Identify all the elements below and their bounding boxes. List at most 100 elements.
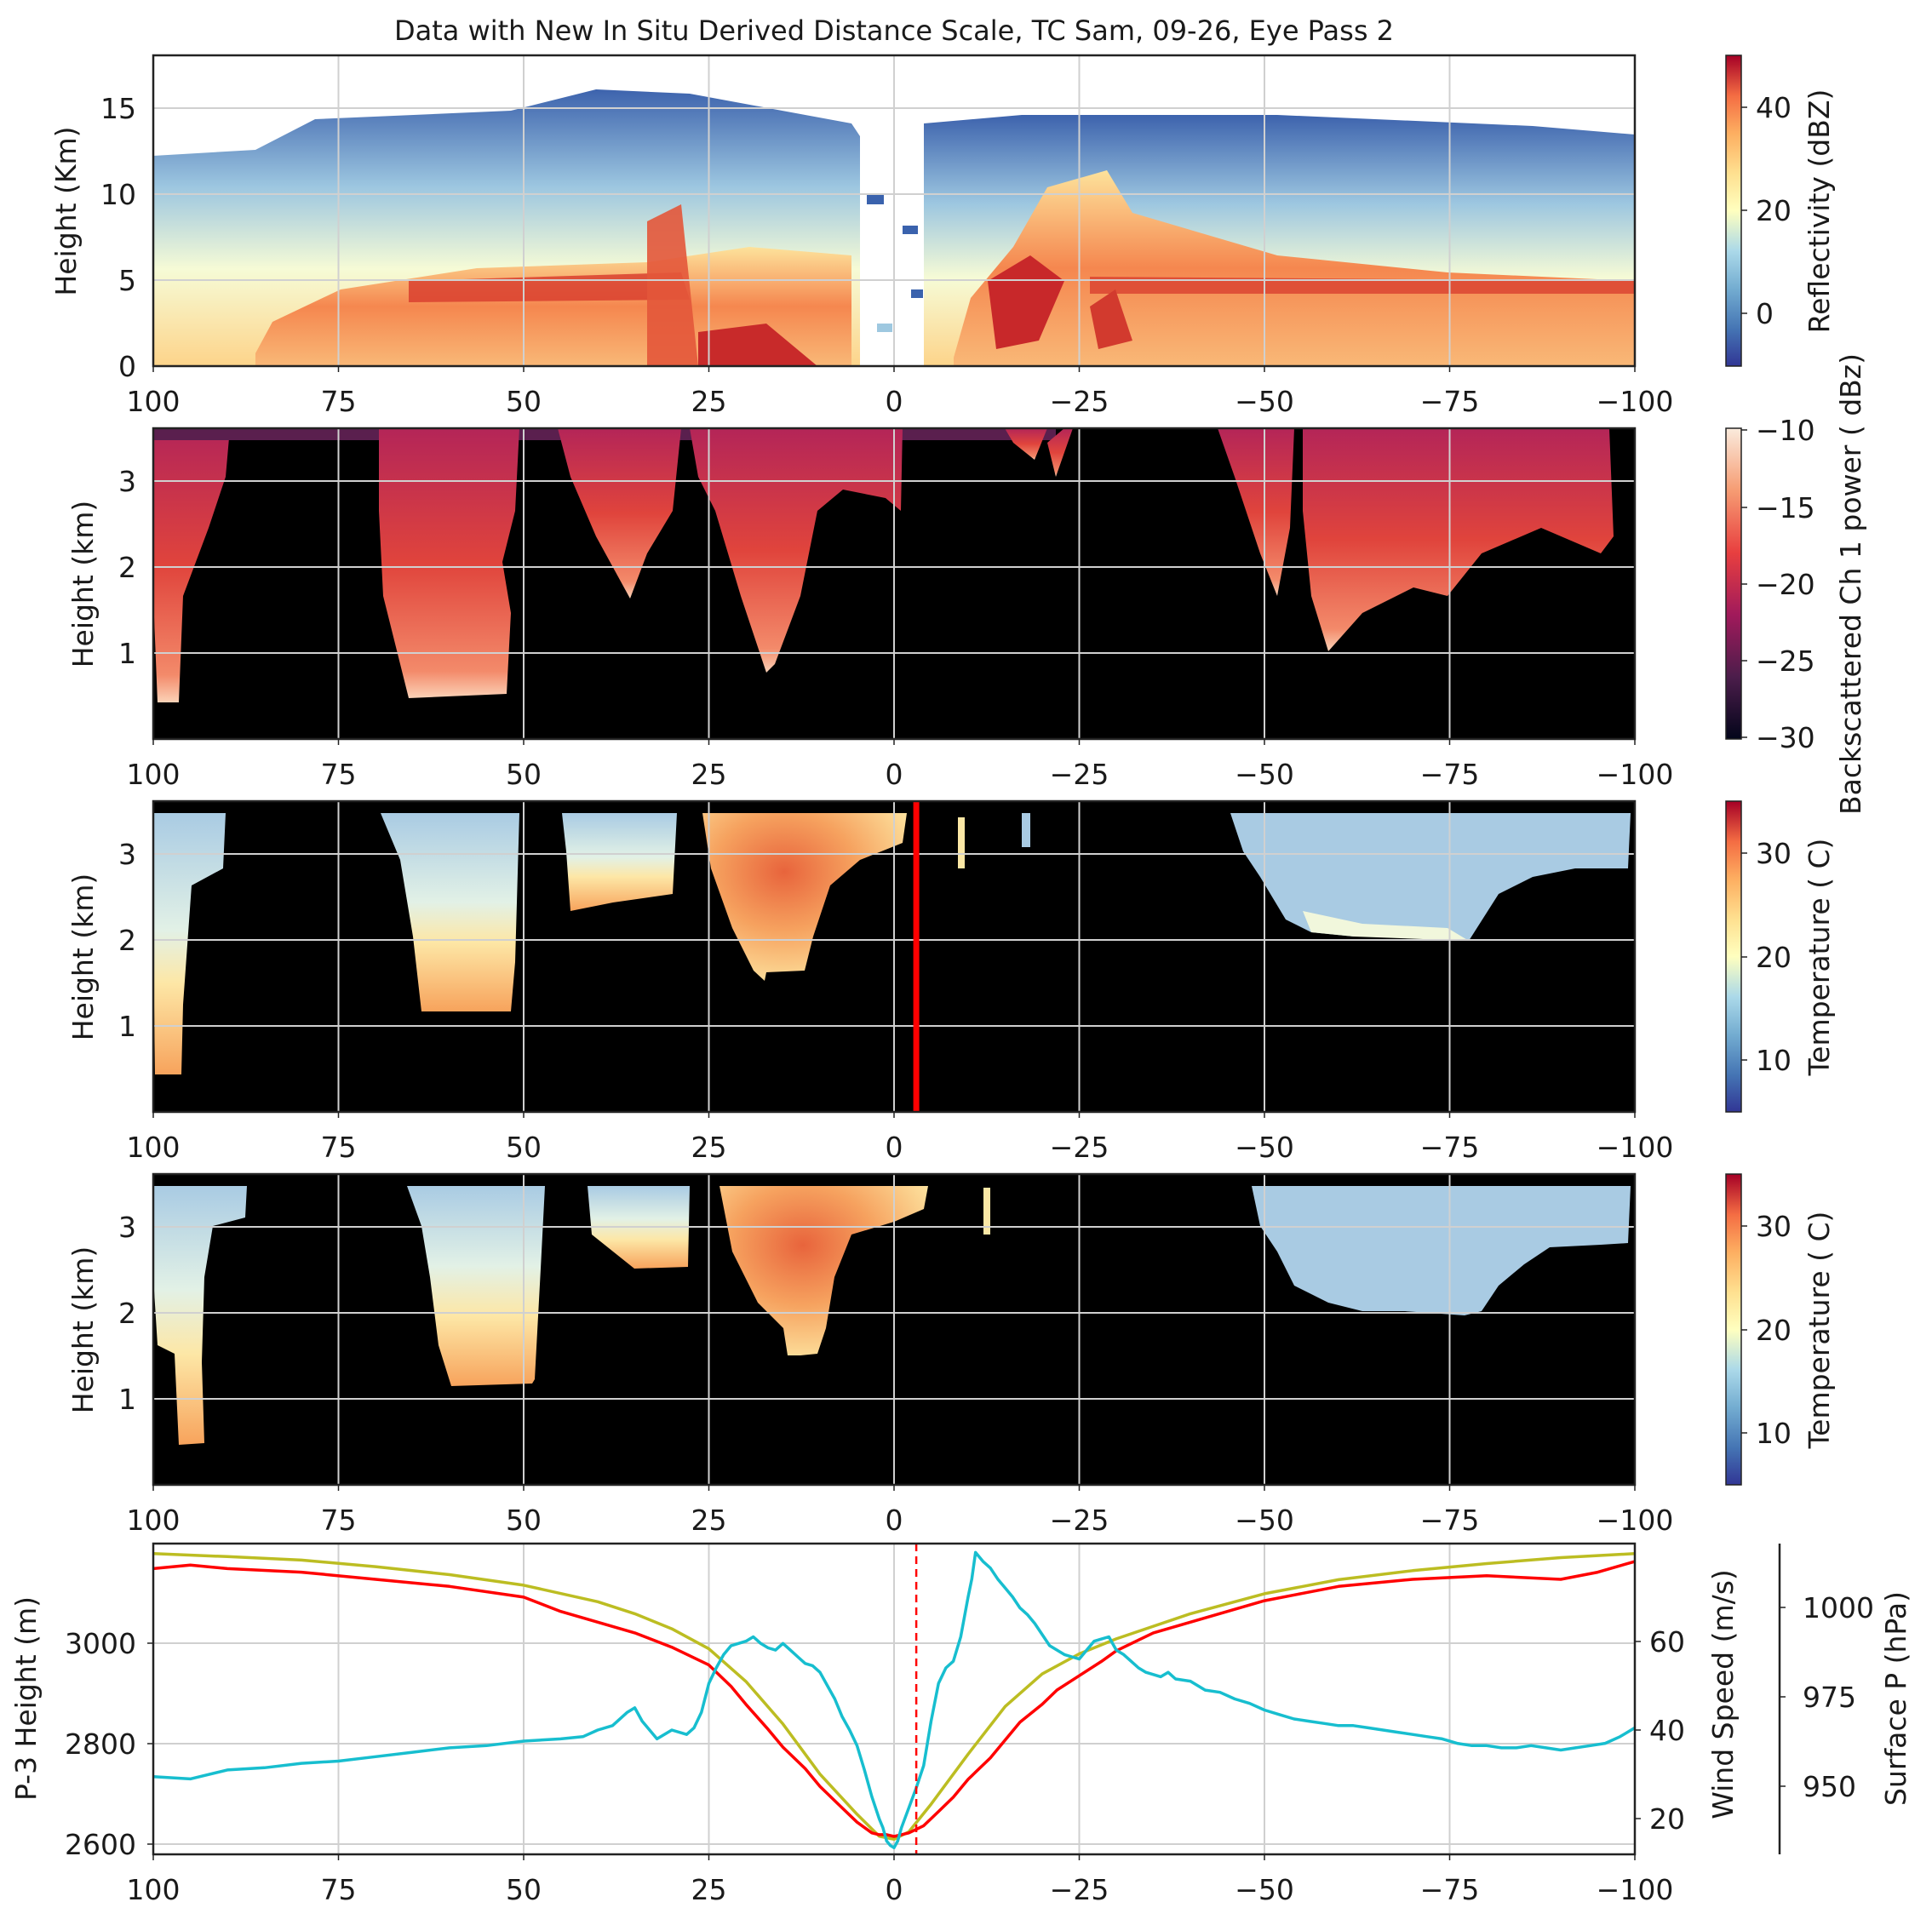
reflectivity-grid [153,55,1635,366]
x-tick-label: −100 [1597,1131,1674,1164]
series-wind-speed [153,1550,1635,1849]
y-tick: 950 [1803,1770,1856,1803]
x-tick-label: −25 [1050,1131,1109,1164]
temperature-image-1 [153,813,1631,1074]
cbar-tick: 10 [1756,1417,1792,1450]
temperature-grid-2 [153,1174,1635,1485]
cbar-tick: 40 [1756,91,1792,124]
x-tick-label: 0 [886,385,903,418]
y-tick: 2 [118,1297,136,1330]
panel-flight-level: 2600 2800 3000 P-3 Height (m) 20 40 60 W… [9,1542,1912,1906]
x-tick-label: 75 [321,1131,357,1164]
x-tick-label: 100 [127,1873,181,1906]
x-tick-label: 0 [886,1131,903,1164]
y-tick: 10 [100,178,136,211]
x-tick-label: 75 [321,1873,357,1906]
p3-height-axis-label: P-3 Height (m) [9,1596,43,1801]
cbar-tick: 0 [1756,297,1774,330]
cbar-tick: 30 [1756,1210,1792,1243]
y-tick: 5 [118,264,136,297]
panel-temperature-2: 1 2 3 Height (km) 100 75 50 25 0 −25 −50 −75 −10… [66,1172,1836,1537]
y-tick: 1 [118,1010,136,1043]
colorbar-backscatter [1725,427,1742,740]
x-tick-row: 100 75 50 25 0 −25 −50 −75 −100 [127,1854,1673,1906]
wind-speed-axis: 20 40 60 Wind Speed (m/s) [1635,1569,1740,1836]
y-tick: 2600 [65,1828,136,1861]
x-tick-label: −25 [1050,1504,1109,1537]
x-tick-label: −75 [1420,385,1480,418]
x-tick-label: −75 [1420,1504,1480,1537]
reflectivity-image [153,89,1635,366]
colorbar-ticks: −10 −15 −20 −25 −30 [1741,414,1815,754]
surface-p-axis: 950 975 1000 Surface P (hPa) [1778,1544,1912,1854]
x-tick-label: 100 [127,1504,181,1537]
cbar-tick: 10 [1756,1044,1792,1077]
x-tick-label: 75 [321,1504,357,1537]
wind-speed-axis-label: Wind Speed (m/s) [1706,1569,1740,1819]
temperature-grid-1 [153,801,1635,1112]
x-tick-row: 100 75 50 25 0 −25 −50 −75 −100 [127,1112,1674,1164]
y-tick: 1 [118,637,136,670]
cbar-tick: 30 [1756,837,1792,870]
cbar-tick: −15 [1756,491,1815,524]
y-tick: 3 [118,838,136,871]
colorbar-label: Reflectivity (dBZ) [1803,89,1836,334]
y-tick: 1 [118,1383,136,1416]
flight-level-grid [153,1544,1635,1854]
y-tick: 3 [118,1211,136,1244]
y-tick: 20 [1649,1802,1685,1836]
x-tick-label: 25 [691,1873,727,1906]
cbar-tick: −30 [1756,721,1815,754]
y-axis-label: Height (Km) [49,126,83,295]
x-tick-label: −100 [1597,1504,1674,1537]
colorbar-reflectivity [1725,54,1742,367]
x-tick-label: 0 [886,1504,903,1537]
colorbar-ticks: 10 20 30 [1741,1210,1792,1450]
x-tick-label: 0 [886,758,903,791]
x-tick-label: 25 [691,1504,727,1537]
panel-temperature-1: 1 2 3 Height (km) 100 75 50 25 0 −25 −50 −75 −10… [66,799,1836,1164]
cbar-tick: 20 [1756,194,1792,227]
x-tick-label: 25 [691,758,727,791]
cbar-tick: 20 [1756,1314,1792,1347]
colorbar-label: Temperature ( C) [1803,839,1836,1077]
x-tick-label: −75 [1420,1131,1480,1164]
y-tick: 3 [118,465,136,498]
y-tick: 2 [118,551,136,584]
colorbar-ticks: 10 20 30 [1741,837,1792,1077]
panel-reflectivity: 0 5 10 15 Height (Km) 100 75 50 25 0 −25 −50 −7… [49,54,1836,418]
surface-p-axis-label: Surface P (hPa) [1879,1591,1912,1806]
cbar-tick: −20 [1756,568,1815,601]
y-tick: 2 [118,924,136,957]
x-tick-label: −100 [1597,385,1674,418]
y-axis-label: Height (km) [66,874,100,1041]
x-tick-label: −75 [1420,1873,1480,1906]
x-tick-label: −50 [1235,758,1294,791]
backscatter-grid [153,428,1635,739]
cbar-tick: −25 [1756,645,1815,678]
x-tick-label: 100 [127,385,181,418]
series-surface-p [153,1560,1635,1838]
x-tick-label: 100 [127,1131,181,1164]
y-tick: 1000 [1803,1591,1874,1624]
x-tick-label: 100 [127,758,181,791]
line-series [153,1544,1635,1854]
x-tick-label: 50 [506,758,542,791]
x-tick-label: −50 [1235,385,1294,418]
x-tick-label: 75 [321,385,357,418]
x-tick-label: −25 [1050,758,1109,791]
x-tick-label: 25 [691,1131,727,1164]
p3-height-axis: 2600 2800 3000 P-3 Height (m) [9,1596,153,1861]
y-tick: 15 [100,92,136,125]
y-tick: 40 [1649,1714,1685,1747]
x-tick-row: 100 75 50 25 0 −25 −50 −75 −100 [127,366,1674,418]
colorbar-ticks: 0 20 40 [1741,91,1792,330]
x-tick-label: 0 [886,1873,903,1906]
cbar-tick: −10 [1756,414,1815,447]
colorbar-label: Backscattered Ch 1 power ( dBz) [1834,353,1867,815]
x-tick-label: −100 [1597,758,1674,791]
y-tick: 975 [1803,1681,1856,1714]
y-axis-label: Height (km) [66,1246,100,1414]
x-tick-label: 50 [506,1131,542,1164]
x-tick-label: −50 [1235,1504,1294,1537]
